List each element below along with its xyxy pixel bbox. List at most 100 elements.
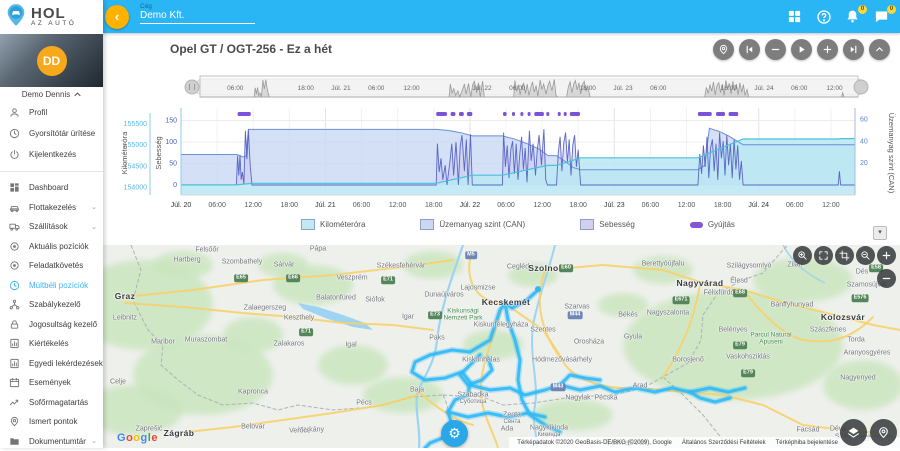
legend-item-gyujtas[interactable]: Gyújtás <box>690 220 735 229</box>
map-label-gyula: Gyula <box>624 334 642 341</box>
user-menu[interactable]: Demo Dennis <box>0 87 103 102</box>
svg-text:06:00: 06:00 <box>368 85 385 92</box>
sidebar-item-egyedi-lekerdezesek[interactable]: Egyedi lekérdezések <box>0 354 103 374</box>
legend-item-kilometerora[interactable]: Kilométeróra <box>301 219 365 230</box>
sidebar-item-aktualis-poziciok[interactable]: Aktuális pozíciók <box>0 237 103 257</box>
road-badge-e79: E79 <box>733 341 747 349</box>
legend-item-sebesseg[interactable]: Sebesség <box>580 219 635 230</box>
map-label-vaskohsziklas: Vaskohsziklás <box>726 354 770 361</box>
help-icon[interactable] <box>816 9 832 25</box>
map-label-hodmezovasarhely: Hódmezővásárhely <box>532 357 592 364</box>
map-label-banffyhunyad: Bánffyhunyad <box>771 302 814 309</box>
map-my-position-button[interactable] <box>870 419 897 446</box>
clock-icon <box>9 128 21 140</box>
legend-item-uzemanyag-szint-can[interactable]: Üzemanyag szint (CAN) <box>420 219 525 230</box>
road-badge-e79: E79 <box>741 369 755 377</box>
map-label-szaszfenes: Szászfenes <box>810 327 846 334</box>
svg-text:Kilométeróra: Kilométeróra <box>120 131 129 174</box>
sidebar-item-dokumentumtar[interactable]: Dokumentumtár⌄ <box>0 432 103 451</box>
apps-grid-icon[interactable] <box>787 9 803 25</box>
sidebar-item-flottakezeles[interactable]: Flottakezelés⌄ <box>0 198 103 218</box>
timeline-chart[interactable]: 155500155000154500154000150100500604020K… <box>103 33 900 245</box>
sidebar-item-dashboard[interactable]: Dashboard <box>0 178 103 198</box>
sidebar-item-label: Sofőrmagatartás <box>29 398 88 407</box>
svg-text:12:00: 12:00 <box>244 202 262 209</box>
map-label-nagyszalonta: Nagyszalonta <box>647 310 689 317</box>
map-layers-button[interactable] <box>840 419 867 446</box>
zoom-in-button[interactable] <box>817 39 838 60</box>
messages-icon[interactable]: 0 <box>874 9 890 25</box>
map-settings-button[interactable]: ⚙ <box>441 420 468 447</box>
sidebar-collapse-button[interactable]: ‹ <box>105 5 129 29</box>
sidebar-item-ismert-pontok[interactable]: Ismert pontok <box>0 412 103 432</box>
play-button[interactable] <box>791 39 812 60</box>
calendar-icon <box>9 377 21 389</box>
target-icon <box>9 240 21 252</box>
map-fit-route-button[interactable] <box>814 246 833 265</box>
sidebar-item-soformagatartas[interactable]: Sofőrmagatartás <box>0 393 103 413</box>
sidebar-item-label: Kiértékelés <box>29 339 69 348</box>
svg-text:12:00: 12:00 <box>533 202 551 209</box>
sidebar-item-label: Múltbéli pozíciók <box>29 281 88 290</box>
legend-swatch <box>301 219 315 230</box>
map-label-borosjeno: Borosjenő <box>672 357 704 364</box>
sidebar-item-szabalykezelo[interactable]: Szabálykezelő <box>0 295 103 315</box>
map-label-sarvar: Sárvár <box>274 262 295 269</box>
step-back-button[interactable] <box>739 39 760 60</box>
svg-text:Júl. 21: Júl. 21 <box>315 202 336 209</box>
sidebar-item-profil[interactable]: Profil <box>0 102 103 123</box>
company-value[interactable]: Demo Kft. <box>140 10 255 24</box>
company-label: Cég <box>140 3 255 10</box>
notifications-bell-icon[interactable]: 0 <box>845 9 861 25</box>
map-label-igar: Igar <box>402 314 414 321</box>
chart-title: Opel GT / OGT-256 - Ez a hét <box>170 42 332 56</box>
sidebar-item-multbeli-poziciok[interactable]: Múltbéli pozíciók <box>0 276 103 296</box>
company-field[interactable]: Cég Demo Kft. <box>140 3 255 24</box>
map-zoom-out-button[interactable] <box>877 269 896 288</box>
scroll-up-button[interactable] <box>869 39 890 60</box>
sidebar-item-label: Aktuális pozíciók <box>29 242 89 251</box>
sidebar-item-kiertekeles[interactable]: Kiértékelés <box>0 334 103 354</box>
map-zoom-to-area-button[interactable] <box>793 246 812 265</box>
svg-text:154000: 154000 <box>124 185 147 192</box>
sidebar-item-gyorsitotar-uritese[interactable]: Gyorsítótár ürítése <box>0 123 103 144</box>
map-canvas[interactable] <box>103 245 900 448</box>
sidebar-item-jogosultsag-kezelo[interactable]: Jogosultság kezelő <box>0 315 103 335</box>
map-zoom-in-button[interactable] <box>877 246 896 265</box>
sidebar-item-feladatkovetes[interactable]: Feladatkövetés <box>0 256 103 276</box>
logo-car-pin-icon <box>6 3 26 32</box>
user-name: Demo Dennis <box>22 90 70 99</box>
report-error-link[interactable]: Térképhiba bejelentése <box>776 440 838 446</box>
map-select-area-button[interactable] <box>835 246 854 265</box>
step-forward-button[interactable] <box>843 39 864 60</box>
map-label-arad: Arad <box>633 383 648 390</box>
map-label-: Суботица <box>460 399 487 405</box>
google-logo[interactable]: Google <box>117 432 158 444</box>
trend-icon <box>9 396 21 408</box>
svg-text:Üzemanyag szint (CAN): Üzemanyag szint (CAN) <box>887 113 896 194</box>
avatar[interactable]: DD <box>37 46 67 76</box>
map-label-ada: Ada <box>501 426 513 433</box>
road-badge-e65: E65 <box>234 274 248 282</box>
sidebar-item-esemenyek[interactable]: Események <box>0 373 103 393</box>
svg-text:Sebesség: Sebesség <box>154 136 163 169</box>
collapse-chart-button[interactable]: ▾ <box>873 226 887 240</box>
sidebar-item-szallitasok[interactable]: Szállítások⌄ <box>0 217 103 237</box>
map-label-des: Dés <box>856 269 868 276</box>
map-label-nagyvarad: Nagyvárad <box>676 278 723 288</box>
map-zoom-out-area-button[interactable] <box>856 246 875 265</box>
svg-text:Júl. 24: Júl. 24 <box>748 202 769 209</box>
zoom-out-button[interactable] <box>765 39 786 60</box>
sidebar-item-label: Egyedi lekérdezések <box>29 359 103 368</box>
focus-position-button[interactable] <box>713 39 734 60</box>
map-label-cegled: Cegléd <box>507 264 529 271</box>
sidebar-item-label: Események <box>29 378 71 387</box>
map-label-zalakaros: Zalakaros <box>274 341 305 348</box>
sidebar-item-kijelentkezes[interactable]: Kijelentkezés <box>0 144 103 165</box>
power-icon <box>9 149 21 161</box>
terms-link[interactable]: Általános Szerződési Feltételek <box>682 440 766 446</box>
report-icon <box>9 357 21 369</box>
